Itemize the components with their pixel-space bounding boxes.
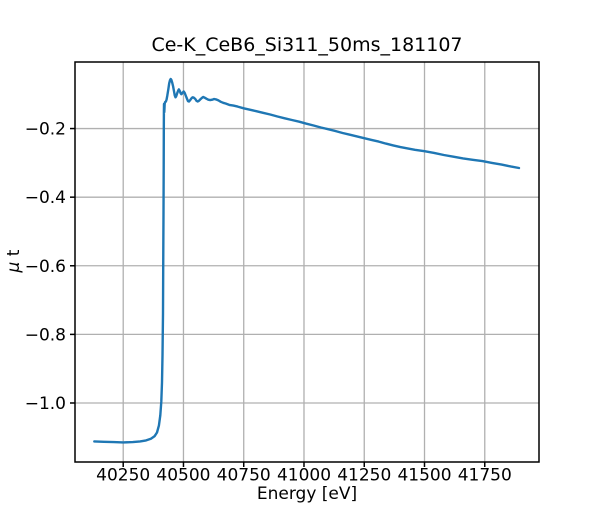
y-tick-label: −0.2 [25, 120, 66, 140]
x-tick-label: 41750 [458, 466, 512, 486]
x-tick-label: 40500 [156, 466, 210, 486]
x-tick-label: 41250 [337, 466, 391, 486]
y-tick-label: −0.8 [25, 325, 66, 345]
y-tick-label: −1.0 [25, 394, 66, 414]
data-line [93, 77, 521, 444]
chart-title: Ce-K_CeB6_Si311_50ms_181107 [151, 34, 463, 56]
x-tick-label: 40250 [96, 466, 150, 486]
x-tick-label: 41000 [277, 466, 331, 486]
axes-frame [74, 61, 540, 463]
y-tick-label: −0.4 [25, 188, 66, 208]
x-axis-label: Energy [eV] [256, 484, 358, 504]
x-tick-label: 41500 [397, 466, 451, 486]
x-tick-label: 40750 [217, 466, 271, 486]
y-axis-label-text: μ t [4, 249, 24, 273]
y-tick-label: −0.6 [25, 257, 66, 277]
y-axis-label: μ t [2, 201, 26, 321]
